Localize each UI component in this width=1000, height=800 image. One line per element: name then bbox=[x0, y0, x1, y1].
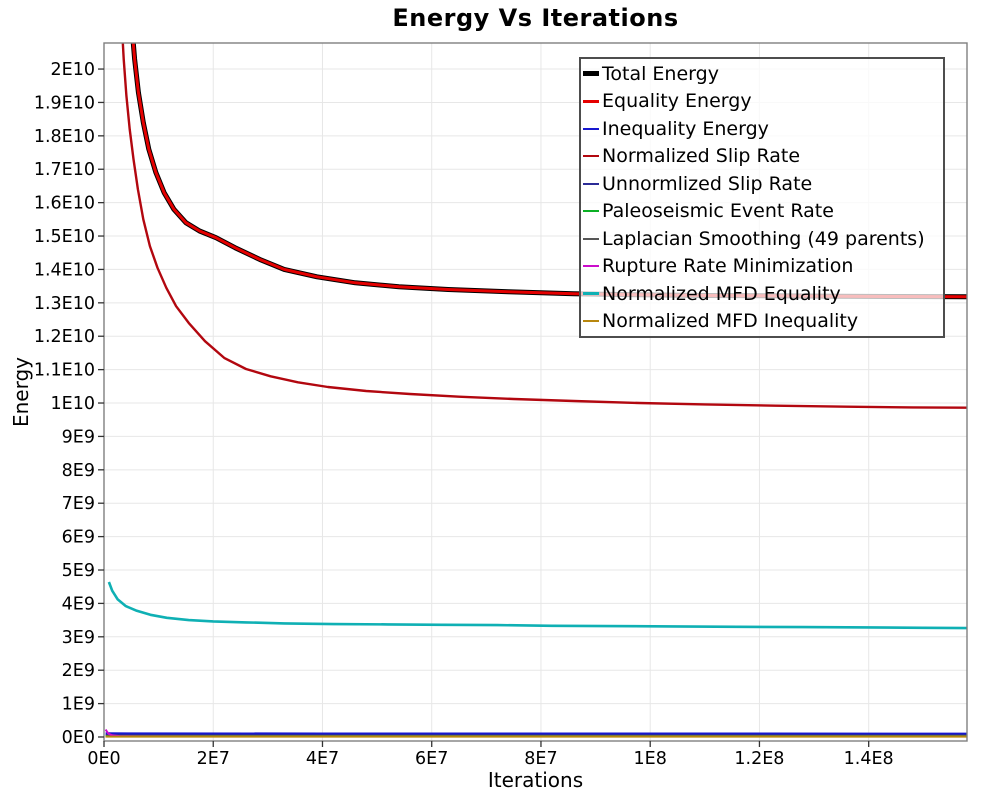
y-tick-label: 9E9 bbox=[62, 427, 95, 447]
y-tick-label: 7E9 bbox=[62, 494, 95, 514]
legend-item: Equality Energy bbox=[583, 88, 943, 114]
legend-item: Unnormlized Slip Rate bbox=[583, 171, 943, 197]
legend-item-label: Normalized MFD Equality bbox=[602, 282, 841, 305]
legend-item: Laplacian Smoothing (49 parents) bbox=[583, 226, 943, 252]
series-group bbox=[104, 43, 967, 738]
y-tick-label: 4E9 bbox=[62, 594, 95, 614]
legend-item-label: Total Energy bbox=[602, 62, 719, 85]
y-tick-label: 5E9 bbox=[62, 561, 95, 581]
x-tick-label: 1.2E8 bbox=[734, 749, 784, 769]
x-tick-label: 0E0 bbox=[87, 749, 120, 769]
y-tick-label: 1.1E10 bbox=[34, 361, 95, 381]
y-tick-label: 1.6E10 bbox=[34, 194, 95, 214]
legend-item: Paleoseismic Event Rate bbox=[583, 198, 943, 224]
y-tick-label: 1E9 bbox=[62, 695, 95, 715]
series-normalized-slip-rate bbox=[121, 43, 967, 409]
series-normalized-mfd-equality bbox=[107, 581, 967, 630]
y-tick-label: 1.3E10 bbox=[34, 294, 95, 314]
x-tick-label: 8E7 bbox=[524, 749, 557, 769]
legend-swatch bbox=[583, 127, 599, 130]
plot-border bbox=[103, 42, 968, 742]
x-tick-label: 4E7 bbox=[306, 749, 339, 769]
legend-swatch bbox=[583, 182, 599, 185]
y-tick-label: 8E9 bbox=[62, 461, 95, 481]
legend-item: Total Energy bbox=[583, 61, 943, 87]
y-tick-label: 1E10 bbox=[51, 394, 95, 414]
legend-item-label: Rupture Rate Minimization bbox=[602, 255, 854, 278]
x-tick-label: 1.4E8 bbox=[844, 749, 894, 769]
legend-swatch bbox=[583, 320, 599, 323]
legend-item-label: Paleoseismic Event Rate bbox=[602, 200, 834, 223]
legend-item-label: Normalized MFD Inequality bbox=[602, 310, 859, 333]
legend-item-label: Laplacian Smoothing (49 parents) bbox=[602, 227, 925, 250]
x-axis-title: Iterations bbox=[487, 768, 584, 792]
x-tick-label: 2E7 bbox=[197, 749, 230, 769]
y-tick-label: 1.8E10 bbox=[34, 127, 95, 147]
x-tick-label: 6E7 bbox=[415, 749, 448, 769]
y-tick-label: 1.5E10 bbox=[34, 227, 95, 247]
y-tick-label: 1.9E10 bbox=[34, 93, 95, 113]
y-tick-label: 3E9 bbox=[62, 628, 95, 648]
y-tick-label: 2E9 bbox=[62, 661, 95, 681]
legend-swatch bbox=[583, 292, 599, 296]
legend: Total Energy Equality Energy Inequality En… bbox=[579, 57, 945, 338]
legend-item-label: Equality Energy bbox=[602, 90, 752, 113]
legend-item: Normalized MFD Equality bbox=[583, 281, 943, 307]
legend-swatch bbox=[583, 237, 599, 240]
chart-title: Energy Vs Iterations bbox=[392, 4, 679, 32]
y-tick-label: 1.4E10 bbox=[34, 260, 95, 280]
y-tick-label: 1.7E10 bbox=[34, 160, 95, 180]
legend-swatch bbox=[583, 210, 599, 213]
legend-item: Rupture Rate Minimization bbox=[583, 253, 943, 279]
legend-swatch bbox=[583, 99, 599, 103]
legend-swatch bbox=[583, 155, 599, 158]
y-tick-label: 2E10 bbox=[51, 60, 95, 80]
legend-item: Normalized Slip Rate bbox=[583, 143, 943, 169]
legend-item: Inequality Energy bbox=[583, 116, 943, 142]
legend-swatch bbox=[583, 265, 599, 268]
legend-item: Normalized MFD Inequality bbox=[583, 308, 943, 334]
legend-item-label: Inequality Energy bbox=[602, 117, 769, 140]
y-tick-label: 6E9 bbox=[62, 528, 95, 548]
legend-item-label: Unnormlized Slip Rate bbox=[602, 172, 813, 195]
x-tick-label: 1E8 bbox=[634, 749, 667, 769]
legend-swatch bbox=[583, 71, 599, 77]
legend-item-label: Normalized Slip Rate bbox=[602, 145, 801, 168]
y-tick-label: 1.2E10 bbox=[34, 327, 95, 347]
y-tick-label: 0E0 bbox=[62, 728, 95, 748]
